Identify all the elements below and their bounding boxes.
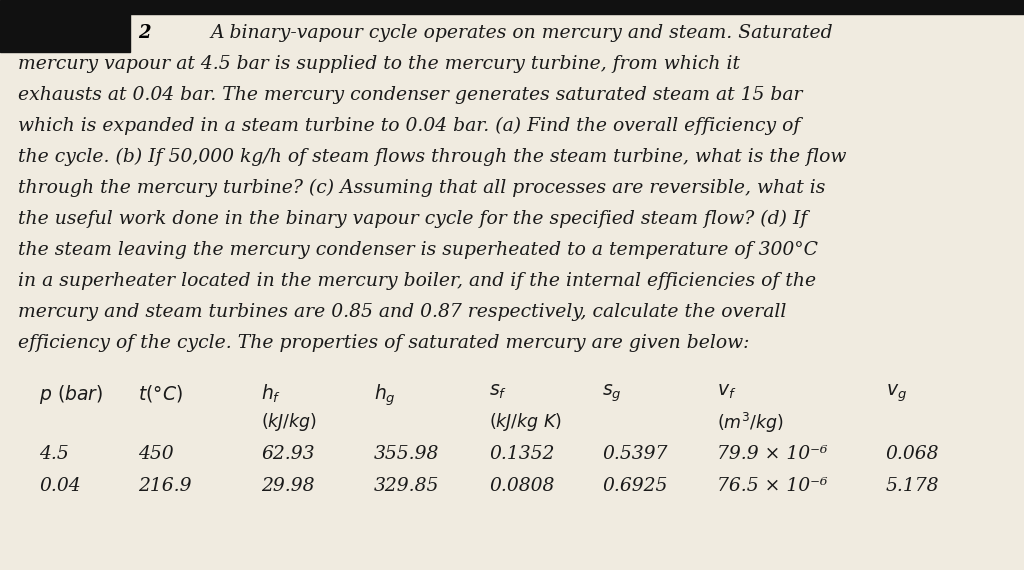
Text: 355.98: 355.98 xyxy=(374,445,439,463)
Text: $v_g$: $v_g$ xyxy=(886,383,906,405)
Text: the useful work done in the binary vapour cycle for the specified steam flow? (d: the useful work done in the binary vapou… xyxy=(18,210,807,228)
Bar xyxy=(0,0,1024,14)
Text: 0.5397: 0.5397 xyxy=(602,445,668,463)
Text: efficiency of the cycle. The properties of saturated mercury are given below:: efficiency of the cycle. The properties … xyxy=(18,334,750,352)
Text: 0.068: 0.068 xyxy=(886,445,939,463)
Text: $s_f$: $s_f$ xyxy=(489,383,508,401)
Text: $h_g$: $h_g$ xyxy=(374,383,395,409)
Text: mercury vapour at 4.5 bar is supplied to the mercury turbine, from which it: mercury vapour at 4.5 bar is supplied to… xyxy=(18,55,740,73)
Text: 216.9: 216.9 xyxy=(138,477,191,495)
Text: 29.98: 29.98 xyxy=(261,477,314,495)
Text: 5.178: 5.178 xyxy=(886,477,939,495)
Text: $t(°C)$: $t(°C)$ xyxy=(138,383,183,404)
Text: $v_f$: $v_f$ xyxy=(717,383,736,401)
Text: 2: 2 xyxy=(138,24,151,42)
Text: $h_f$: $h_f$ xyxy=(261,383,282,405)
Text: 4.5: 4.5 xyxy=(39,445,69,463)
Text: 79.9 × 10⁻⁶: 79.9 × 10⁻⁶ xyxy=(717,445,827,463)
Text: in a superheater located in the mercury boiler, and if the internal efficiencies: in a superheater located in the mercury … xyxy=(18,272,816,290)
Text: $(m^3/kg)$: $(m^3/kg)$ xyxy=(717,411,783,435)
Text: 329.85: 329.85 xyxy=(374,477,439,495)
Text: 0.1352: 0.1352 xyxy=(489,445,555,463)
Text: exhausts at 0.04 bar. The mercury condenser generates saturated steam at 15 bar: exhausts at 0.04 bar. The mercury conden… xyxy=(18,86,803,104)
Text: A binary-vapour cycle operates on mercury and steam. Saturated: A binary-vapour cycle operates on mercur… xyxy=(210,24,833,42)
Text: $(kJ/kg)$: $(kJ/kg)$ xyxy=(261,411,317,433)
Bar xyxy=(0,14,130,52)
Text: $s_g$: $s_g$ xyxy=(602,383,622,405)
Text: $p\ (bar)$: $p\ (bar)$ xyxy=(39,383,103,406)
Text: 0.6925: 0.6925 xyxy=(602,477,668,495)
Text: through the mercury turbine? (c) Assuming that all processes are reversible, wha: through the mercury turbine? (c) Assumin… xyxy=(18,179,825,197)
Text: the steam leaving the mercury condenser is superheated to a temperature of 300°C: the steam leaving the mercury condenser … xyxy=(18,241,818,259)
Text: 450: 450 xyxy=(138,445,174,463)
Text: the cycle. (b) If 50,000 kg/h of steam flows through the steam turbine, what is : the cycle. (b) If 50,000 kg/h of steam f… xyxy=(18,148,847,166)
Text: mercury and steam turbines are 0.85 and 0.87 respectively, calculate the overall: mercury and steam turbines are 0.85 and … xyxy=(18,303,786,321)
Text: 76.5 × 10⁻⁶: 76.5 × 10⁻⁶ xyxy=(717,477,827,495)
Text: 0.04: 0.04 xyxy=(39,477,81,495)
Text: $(kJ/kg\ K)$: $(kJ/kg\ K)$ xyxy=(489,411,562,433)
Text: 62.93: 62.93 xyxy=(261,445,314,463)
Text: which is expanded in a steam turbine to 0.04 bar. (a) Find the overall efficienc: which is expanded in a steam turbine to … xyxy=(18,117,801,135)
Text: 0.0808: 0.0808 xyxy=(489,477,555,495)
